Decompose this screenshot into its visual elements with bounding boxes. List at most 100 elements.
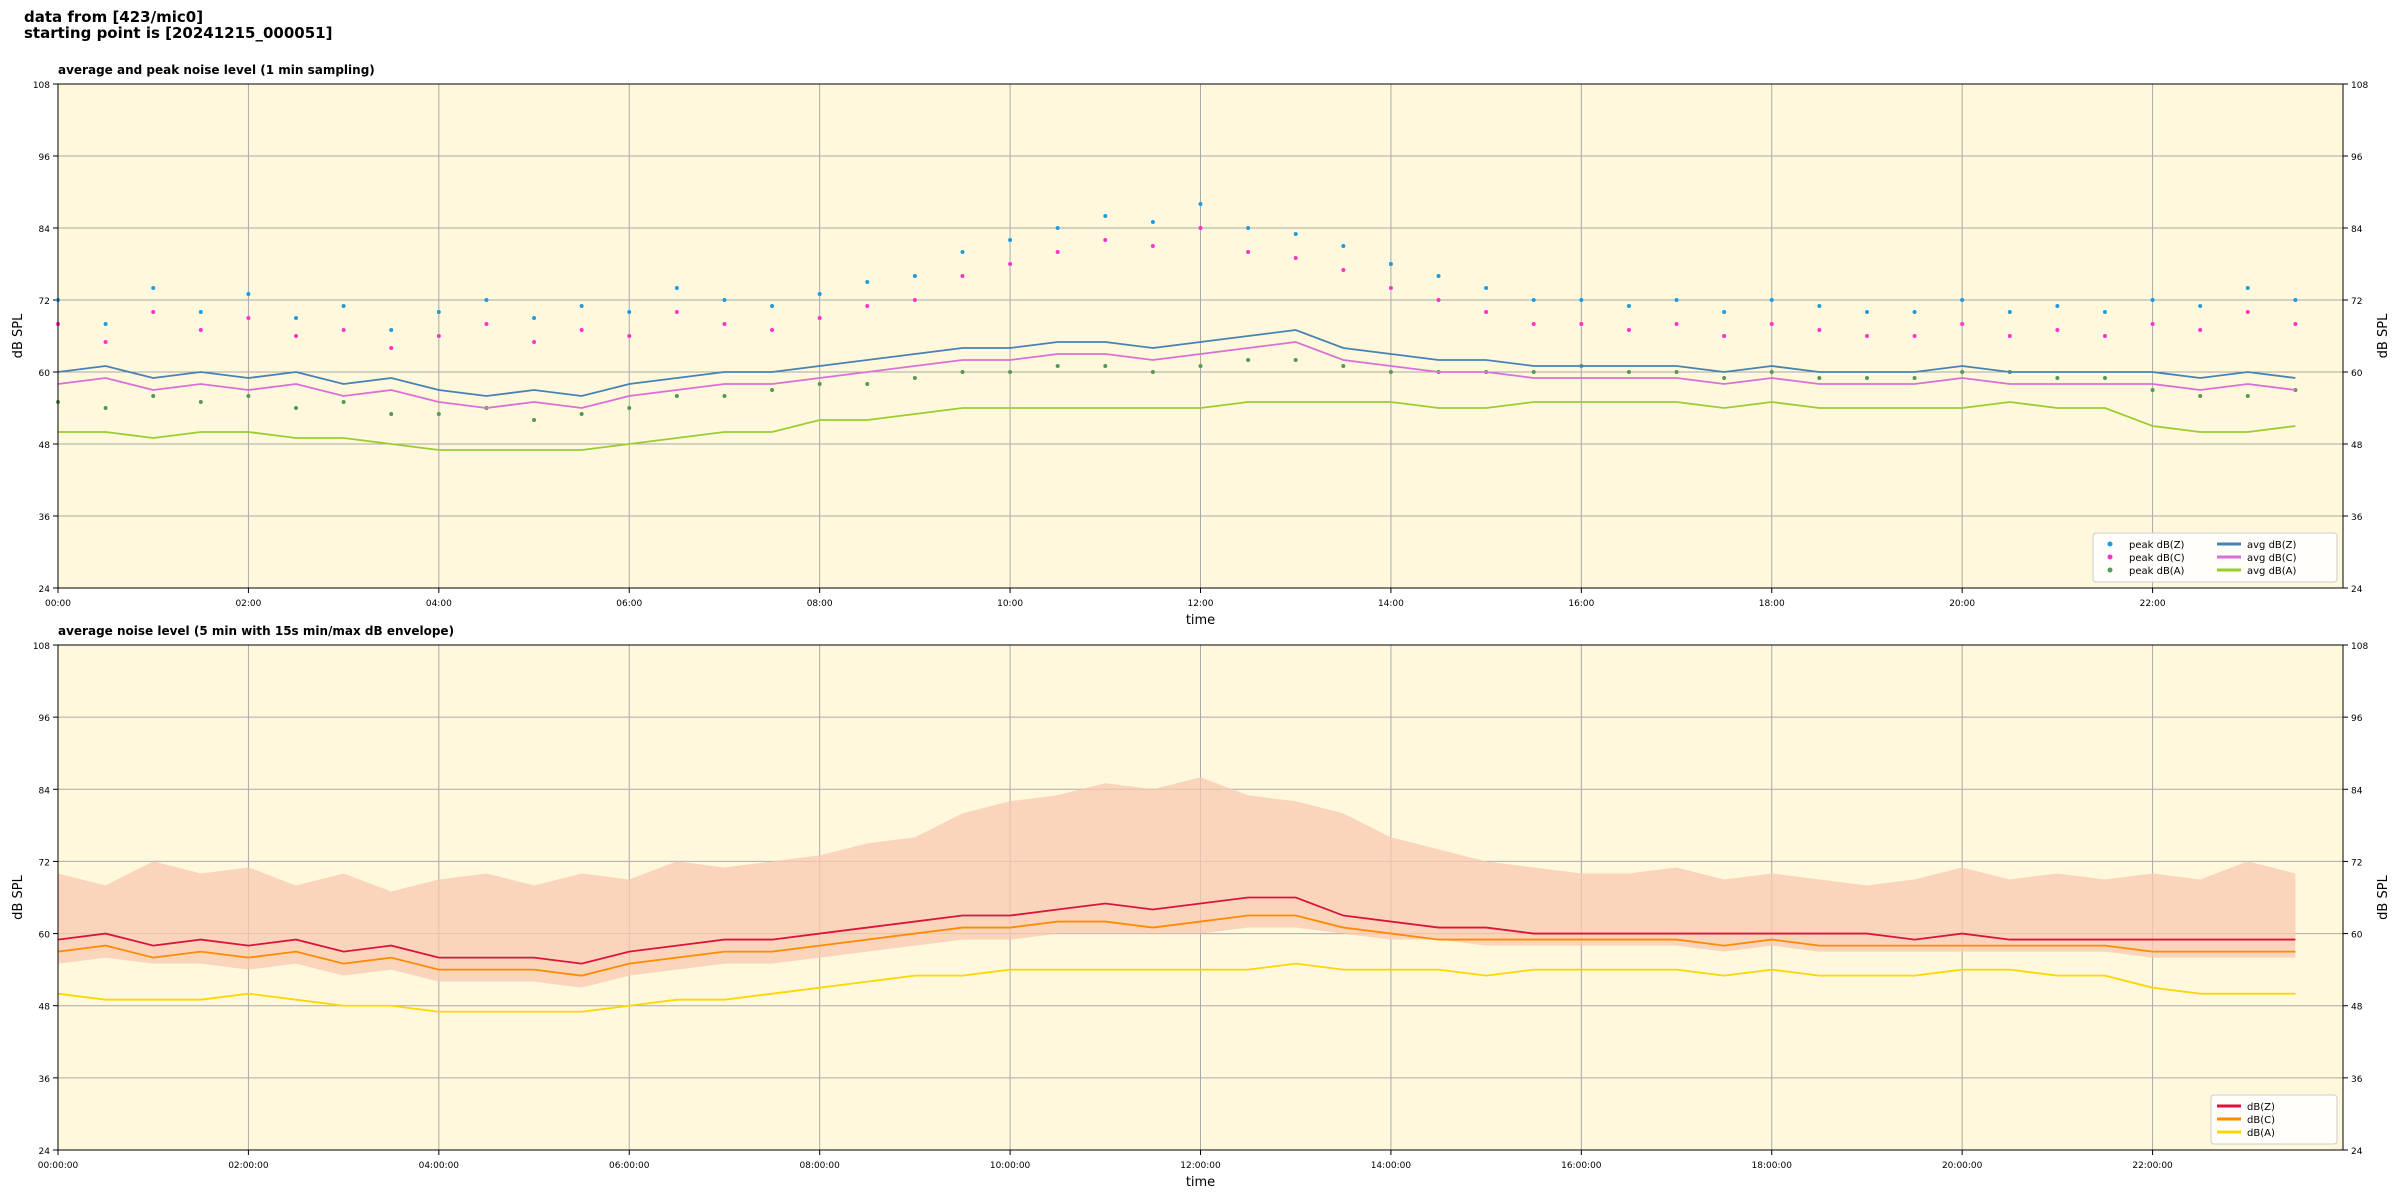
peak-point	[341, 304, 346, 308]
peak-point	[1769, 298, 1774, 302]
legend-label: avg dB(A)	[2247, 566, 2297, 577]
peak-point	[1055, 250, 1060, 254]
peak-point	[1008, 262, 1013, 266]
peak-point	[1864, 376, 1869, 380]
peak-point	[1246, 226, 1251, 230]
plot-frame	[57, 644, 2344, 1151]
peak-point	[1817, 328, 1822, 332]
peak-point	[722, 298, 727, 302]
peak-point	[960, 370, 965, 374]
peak-point	[389, 328, 394, 332]
y-tick-label: 24	[2351, 1147, 2363, 1157]
peak-point	[2055, 304, 2060, 308]
x-tick-label: 10:00:00	[990, 1161, 1031, 1171]
y-tick-label: 84	[2351, 786, 2363, 796]
header-line: data from [423/mic0]	[24, 8, 203, 26]
peak-point	[436, 334, 441, 338]
y-tick-label: 108	[2351, 81, 2368, 91]
x-tick-label: 02:00	[235, 599, 261, 609]
y-tick-label: 24	[39, 1147, 51, 1157]
peak-point	[1626, 370, 1631, 374]
peak-point	[1293, 358, 1298, 362]
chart-title: average and peak noise level (1 min samp…	[58, 63, 375, 77]
peak-point	[865, 280, 870, 284]
peak-point	[1150, 370, 1155, 374]
peak-point	[865, 382, 870, 386]
peak-point	[770, 328, 775, 332]
peak-point	[2245, 310, 2250, 314]
legend-marker	[2107, 554, 2113, 560]
peak-point	[674, 310, 679, 314]
y-tick-label: 48	[2351, 441, 2363, 451]
x-tick-label: 10:00	[997, 599, 1023, 609]
peak-point	[817, 292, 822, 296]
y-tick-label: 48	[39, 1003, 51, 1013]
x-tick-label: 08:00	[807, 599, 833, 609]
peak-point	[1103, 364, 1108, 368]
y-tick-label: 60	[2351, 369, 2363, 379]
x-tick-label: 04:00	[426, 599, 452, 609]
peak-point	[1341, 268, 1346, 272]
peak-point	[912, 298, 917, 302]
y-tick-label: 72	[2351, 297, 2362, 307]
peak-point	[2007, 334, 2012, 338]
y-tick-label: 84	[39, 786, 51, 796]
legend-marker	[2107, 567, 2113, 573]
series-line	[57, 896, 2296, 965]
y-tick-label: 84	[2351, 225, 2363, 235]
y-tick-label: 36	[39, 1075, 51, 1085]
peak-point	[1769, 370, 1774, 374]
peak-point	[1150, 220, 1155, 224]
peak-point	[1674, 322, 1679, 326]
peak-point	[484, 322, 489, 326]
peak-point	[1008, 370, 1013, 374]
peak-point	[2102, 310, 2107, 314]
peak-point	[341, 400, 346, 404]
peak-point	[2245, 286, 2250, 290]
peak-point	[1722, 310, 1727, 314]
peak-point	[436, 310, 441, 314]
legend-label: avg dB(C)	[2247, 553, 2297, 564]
peak-point	[1769, 322, 1774, 326]
x-tick-label: 06:00:00	[609, 1161, 650, 1171]
legend-label: dB(Z)	[2247, 1102, 2275, 1113]
peak-point	[865, 304, 870, 308]
y-axis-label: dB SPL	[2376, 313, 2391, 358]
x-tick-label: 16:00:00	[1561, 1161, 1602, 1171]
peak-point	[1198, 226, 1203, 230]
peak-point	[484, 298, 489, 302]
peak-point	[817, 382, 822, 386]
y-tick-label: 36	[2351, 1075, 2363, 1085]
peak-point	[1198, 202, 1203, 206]
peak-point	[1912, 376, 1917, 380]
x-tick-label: 06:00	[616, 599, 642, 609]
peak-point	[1817, 376, 1822, 380]
x-axis-label: time	[1186, 613, 1215, 628]
peak-point	[1531, 370, 1536, 374]
x-tick-label: 02:00:00	[228, 1161, 269, 1171]
peak-point	[627, 310, 632, 314]
x-tick-label: 18:00	[1759, 599, 1785, 609]
peak-point	[2102, 334, 2107, 338]
peak-point	[294, 316, 299, 320]
peak-point	[1198, 364, 1203, 368]
y-tick-label: 60	[39, 931, 51, 941]
peak-point	[1388, 286, 1393, 290]
peak-point	[1579, 298, 1584, 302]
y-tick-label: 72	[2351, 858, 2362, 868]
series-line	[57, 962, 2296, 1013]
peak-point	[2055, 328, 2060, 332]
peak-point	[1293, 232, 1298, 236]
peak-point	[1436, 274, 1441, 278]
peak-point	[1388, 370, 1393, 374]
peak-point	[1722, 334, 1727, 338]
peak-point	[2055, 376, 2060, 380]
peak-point	[1341, 244, 1346, 248]
peak-point	[579, 304, 584, 308]
peak-point	[1626, 328, 1631, 332]
peak-point	[1055, 364, 1060, 368]
peak-point	[1960, 370, 1965, 374]
peak-point	[674, 286, 679, 290]
peak-point	[103, 340, 108, 344]
